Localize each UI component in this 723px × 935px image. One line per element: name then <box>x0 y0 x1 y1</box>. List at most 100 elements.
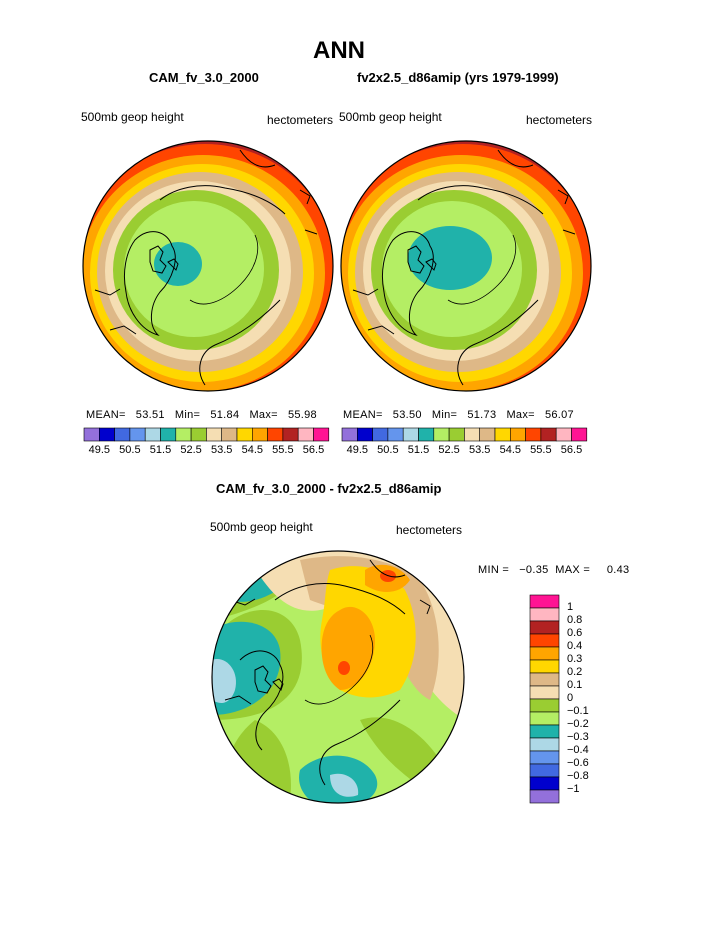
right-colorbar-box <box>402 427 419 442</box>
difference-colorbar-tick-label: −1 <box>567 783 580 795</box>
left-colorbar-box <box>144 427 161 442</box>
right-case-title: fv2x2.5_d86amip (yrs 1979-1999) <box>357 70 559 85</box>
difference-minmax: MIN = −0.35 MAX = 0.43 <box>478 564 630 576</box>
left-mean-value: 53.51 <box>135 409 165 421</box>
difference-colorbar-tick-label: 1 <box>567 601 574 613</box>
left-colorbar-tick-label: 51.5 <box>149 444 172 456</box>
difference-colorbar-tick-label: −0.2 <box>567 718 589 730</box>
left-colorbar-tick-label: 54.5 <box>241 444 264 456</box>
left-colorbar-box <box>297 427 314 442</box>
left-colorbar-box <box>206 427 222 442</box>
right-colorbar-box <box>525 427 542 442</box>
left-colorbar-box <box>313 427 330 442</box>
left-colorbar-box <box>190 427 207 442</box>
right-min-value: 51.73 <box>467 409 497 421</box>
difference-colorbar-box <box>529 594 560 609</box>
right-colorbar-box <box>555 427 572 442</box>
difference-polar-map <box>212 551 464 803</box>
right-colorbar-box <box>479 427 496 442</box>
difference-colorbar-tick-label: −0.6 <box>567 757 589 769</box>
left-colorbar <box>83 427 330 442</box>
right-colorbar-box <box>448 427 465 442</box>
right-colorbar-box <box>341 427 358 442</box>
difference-colorbar-box <box>529 620 560 635</box>
difference-colorbar-tick-label: 0 <box>567 692 574 704</box>
left-colorbar-tick-label: 49.5 <box>88 444 111 456</box>
left-max-value: 55.98 <box>287 409 317 421</box>
right-colorbar-tick-label: 51.5 <box>407 444 430 456</box>
right-colorbar-box <box>387 427 404 442</box>
left-min-value: 51.84 <box>210 409 240 421</box>
right-colorbar-tick-label: 55.5 <box>530 444 552 456</box>
right-colorbar-box <box>356 427 373 442</box>
right-colorbar-box <box>494 427 511 442</box>
difference-colorbar-box <box>529 711 560 726</box>
left-max-label: Max= <box>249 409 278 421</box>
left-case-title: CAM_fv_3.0_2000 <box>149 70 259 85</box>
right-colorbar-tick-label: 50.5 <box>377 444 399 456</box>
difference-colorbar-box <box>529 737 560 752</box>
left-colorbar-box <box>129 427 146 442</box>
difference-title: CAM_fv_3.0_2000 - fv2x2.5_d86amip <box>216 481 442 496</box>
right-polar-map <box>341 141 591 391</box>
right-colorbar-box <box>540 427 557 442</box>
right-stats: MEAN= 53.50 Min= 51.73 Max= 56.07 <box>343 409 574 421</box>
difference-colorbar-tick-label: 0.3 <box>567 653 583 665</box>
right-colorbar-box <box>571 427 588 442</box>
difference-colorbar-tick-label: −0.8 <box>567 770 589 782</box>
left-colorbar-box <box>267 427 284 442</box>
right-colorbar-box <box>433 427 450 442</box>
right-colorbar <box>341 427 588 442</box>
left-colorbar-tick-label: 55.5 <box>272 444 294 456</box>
difference-colorbar-box <box>529 789 560 804</box>
difference-colorbar-box <box>529 659 560 674</box>
right-colorbar-tick-label: 54.5 <box>499 444 522 456</box>
difference-colorbar-tick-label: 0.1 <box>567 679 583 691</box>
right-colorbar-tick-label: 56.5 <box>560 444 583 456</box>
difference-colorbar-box <box>529 607 560 622</box>
right-max-value: 56.07 <box>544 409 574 421</box>
right-min-label: Min= <box>431 409 458 421</box>
left-colorbar-box <box>236 427 253 442</box>
left-colorbar-box <box>175 427 192 442</box>
right-colorbar-tick-label: 49.5 <box>346 444 369 456</box>
left-colorbar-box <box>99 427 115 442</box>
difference-colorbar-tick-label: −0.4 <box>567 744 589 756</box>
difference-colorbar-box <box>529 646 560 661</box>
left-colorbar-tick-label: 53.5 <box>210 444 233 456</box>
right-colorbar-box <box>464 427 480 442</box>
difference-colorbar-box <box>529 724 560 739</box>
left-colorbar-box <box>282 427 299 442</box>
right-colorbar-box <box>509 427 526 442</box>
left-colorbar-box <box>252 427 268 442</box>
right-variable-label: 500mb geop height <box>339 110 442 124</box>
right-colorbar-tick-label: 52.5 <box>438 444 460 456</box>
difference-colorbar-tick-label: 0.4 <box>567 640 583 652</box>
left-colorbar-tick-label: 52.5 <box>180 444 202 456</box>
difference-colorbar-box <box>529 776 560 791</box>
left-colorbar-tick-label: 56.5 <box>302 444 325 456</box>
left-variable-label: 500mb geop height <box>81 110 184 124</box>
difference-colorbar-box <box>529 672 560 687</box>
right-colorbar-box <box>418 427 435 442</box>
difference-colorbar-box <box>529 750 560 765</box>
difference-colorbar-tick-label: 0.8 <box>567 614 583 626</box>
left-colorbar-box <box>114 427 131 442</box>
left-min-label: Min= <box>174 409 201 421</box>
right-mean-label: MEAN= <box>343 409 383 421</box>
difference-colorbar-tick-label: −0.3 <box>567 731 589 743</box>
difference-units-label: hectometers <box>396 523 463 537</box>
difference-variable-label: 500mb geop height <box>210 520 313 534</box>
difference-colorbar <box>529 594 560 804</box>
difference-colorbar-box <box>529 763 560 778</box>
left-colorbar-box <box>221 427 238 442</box>
left-units-label: hectometers <box>267 113 334 127</box>
left-colorbar-box <box>160 427 177 442</box>
difference-colorbar-box <box>529 633 560 648</box>
left-colorbar-box <box>83 427 100 442</box>
right-units-label: hectometers <box>526 113 593 127</box>
left-stats: MEAN= 53.51 Min= 51.84 Max= 55.98 <box>86 409 317 421</box>
right-colorbar-box <box>372 427 389 442</box>
right-colorbar-tick-label: 53.5 <box>468 444 491 456</box>
